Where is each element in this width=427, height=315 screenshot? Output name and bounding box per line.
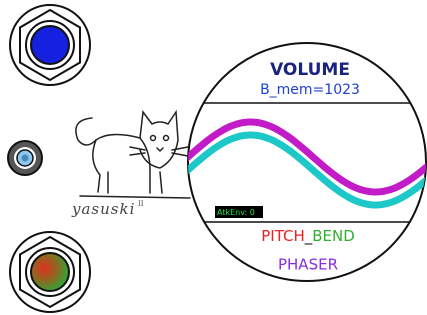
envelope-label: AtkEnv: 0 [217,208,255,217]
button-middle[interactable] [8,141,42,175]
logo-mark: II [138,200,144,208]
knob-top[interactable] [10,5,90,85]
mode-label: PITCH_BEND [261,227,355,246]
display: VOLUME B_mem=1023 AtkEnv: 0 PITCH_BEND P… [180,43,427,281]
device-panel: yasuski II VOLUME B_mem=1023 AtkEnv: 0 P… [0,0,427,315]
knob-bottom[interactable] [10,232,90,312]
mode-part: BEND [312,227,355,245]
effect-label: PHASER [278,256,338,274]
cat-illustration [76,112,190,198]
logo: yasuski [71,200,135,218]
memory-label: B_mem=1023 [260,82,360,98]
mode-part: PITCH [261,227,305,245]
param-title: VOLUME [270,60,350,80]
